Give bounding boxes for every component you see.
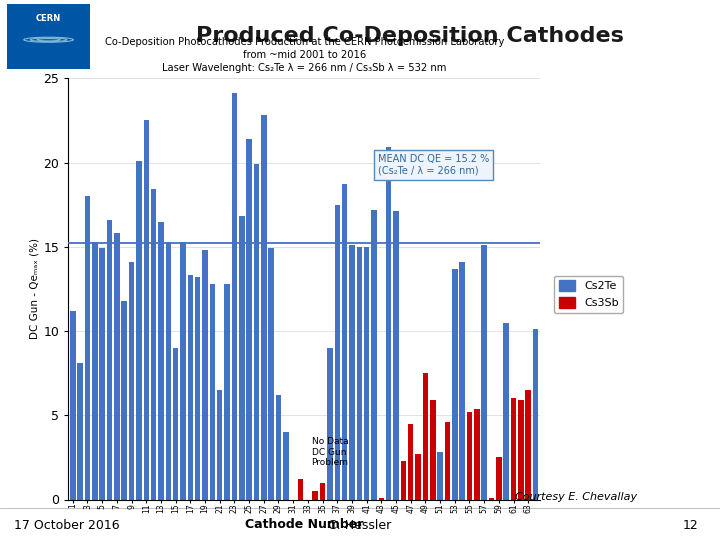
Text: Produced Co-Deposition Cathodes: Produced Co-Deposition Cathodes xyxy=(197,26,624,46)
Bar xyxy=(269,248,274,500)
Bar xyxy=(349,245,355,500)
Bar xyxy=(225,284,230,500)
Bar xyxy=(129,262,135,500)
Bar xyxy=(393,211,399,500)
Bar xyxy=(327,348,333,500)
Bar xyxy=(253,164,259,500)
Text: MEAN DC QE = 15.2 %
(Cs₂Te / λ = 266 nm): MEAN DC QE = 15.2 % (Cs₂Te / λ = 266 nm) xyxy=(378,154,489,176)
Bar xyxy=(445,422,450,500)
Bar xyxy=(188,275,193,500)
Bar xyxy=(276,395,282,500)
Bar xyxy=(70,311,76,500)
Bar xyxy=(298,480,303,500)
Bar xyxy=(210,284,215,500)
Bar xyxy=(356,247,362,500)
Bar xyxy=(467,412,472,500)
Bar xyxy=(342,185,347,500)
Bar xyxy=(423,373,428,500)
Bar xyxy=(533,329,539,500)
Bar xyxy=(107,220,112,500)
Bar xyxy=(217,390,222,500)
Bar xyxy=(122,301,127,500)
Bar xyxy=(415,454,420,500)
Bar xyxy=(283,432,289,500)
Bar xyxy=(173,348,179,500)
Bar xyxy=(437,453,443,500)
Bar xyxy=(474,409,480,500)
Bar xyxy=(136,161,142,500)
FancyBboxPatch shape xyxy=(7,4,90,69)
Bar xyxy=(526,390,531,500)
Bar xyxy=(503,322,509,500)
Bar xyxy=(372,210,377,500)
Bar xyxy=(92,242,98,500)
Bar xyxy=(452,269,457,500)
Bar xyxy=(518,400,523,500)
Bar xyxy=(430,400,436,500)
Bar xyxy=(510,399,516,500)
Bar xyxy=(166,242,171,500)
Bar xyxy=(320,483,325,500)
Bar xyxy=(195,277,200,500)
Bar xyxy=(364,247,369,500)
Bar xyxy=(180,242,186,500)
Bar xyxy=(408,424,413,500)
Text: C. Hessler: C. Hessler xyxy=(328,519,392,532)
Bar xyxy=(246,139,252,500)
Bar xyxy=(239,217,245,500)
Bar xyxy=(151,190,156,500)
Title: Co-Deposition Photocathodes Production at the CERN Photoemission Laboratory
from: Co-Deposition Photocathodes Production a… xyxy=(104,37,504,73)
Bar xyxy=(143,120,149,500)
Bar xyxy=(85,196,90,500)
Text: CERN: CERN xyxy=(36,14,61,23)
Text: No Data
DC Gun
Problem: No Data DC Gun Problem xyxy=(312,437,348,467)
Bar xyxy=(114,233,120,500)
Bar xyxy=(386,147,392,500)
Bar xyxy=(158,221,163,500)
Y-axis label: DC Gun - Qeₘₐₓ (%): DC Gun - Qeₘₐₓ (%) xyxy=(30,238,40,340)
Bar xyxy=(261,116,266,500)
Bar xyxy=(335,205,340,500)
Legend: Cs2Te, Cs3Sb: Cs2Te, Cs3Sb xyxy=(554,275,624,313)
Bar xyxy=(202,250,208,500)
Bar xyxy=(496,457,502,500)
Bar xyxy=(482,245,487,500)
Bar xyxy=(400,461,406,500)
Bar xyxy=(379,498,384,500)
Bar xyxy=(489,498,494,500)
Text: 17 October 2016: 17 October 2016 xyxy=(14,519,120,532)
Text: Courtesy E. Chevallay: Courtesy E. Chevallay xyxy=(515,492,637,502)
Bar xyxy=(312,491,318,500)
Bar xyxy=(459,262,465,500)
X-axis label: Cathode Number: Cathode Number xyxy=(245,517,364,531)
Text: 12: 12 xyxy=(683,519,698,532)
Bar xyxy=(77,363,83,500)
Bar xyxy=(232,93,237,500)
Bar xyxy=(99,248,105,500)
